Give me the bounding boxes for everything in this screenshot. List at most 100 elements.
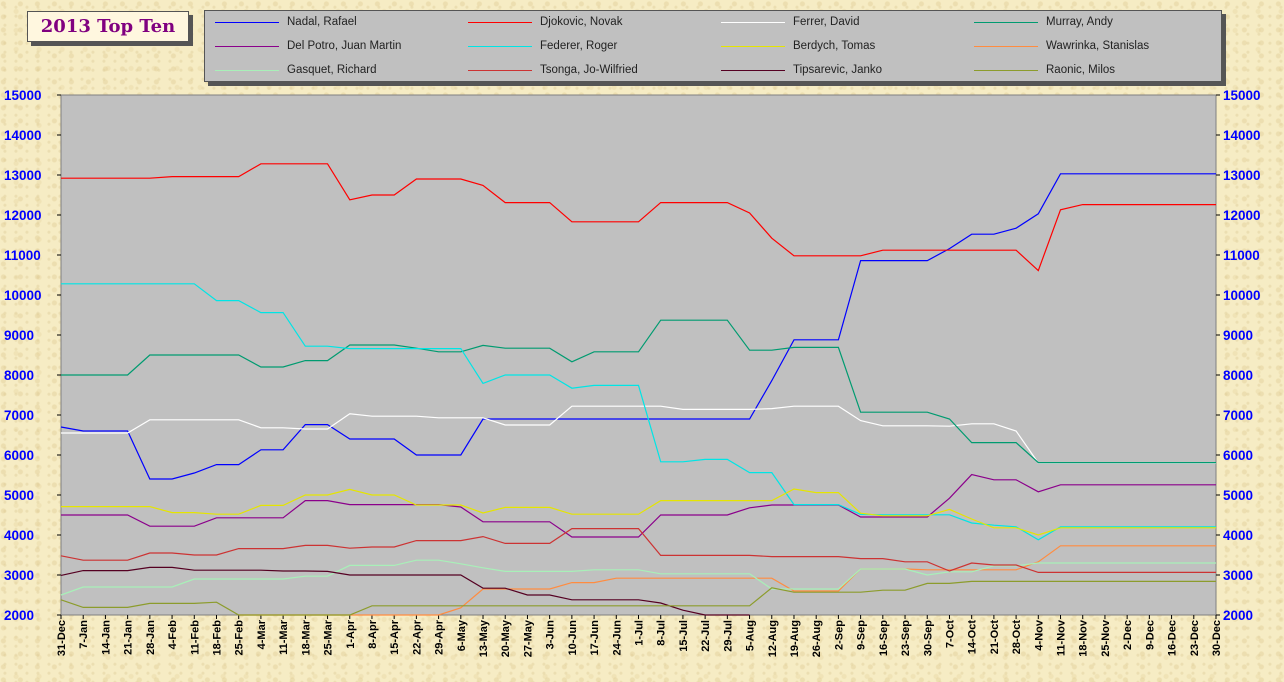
- x-tick-label: 15-Jul: [678, 620, 690, 652]
- x-tick-label: 28-Oct: [1011, 620, 1023, 655]
- series-line-raonic-milos: [60, 580, 1216, 616]
- x-tick-label: 8-Jul: [656, 620, 668, 646]
- x-tick-label: 22-Apr: [411, 619, 423, 655]
- legend-item: Tsonga, Jo-Wilfried: [468, 62, 638, 78]
- y-tick-label-left: 10000: [4, 288, 42, 303]
- y-tick-label-right: 8000: [1223, 368, 1253, 383]
- legend-item: Gasquet, Richard: [215, 62, 377, 78]
- legend-swatch: [974, 69, 1038, 71]
- y-tick-label-right: 11000: [1223, 248, 1260, 263]
- y-tick-label-right: 3000: [1223, 568, 1253, 583]
- legend-label: Del Potro, Juan Martin: [287, 40, 402, 52]
- x-tick-label: 29-Jul: [722, 620, 734, 652]
- x-tick-label: 18-Feb: [211, 620, 223, 656]
- x-tick-label: 25-Feb: [234, 620, 246, 656]
- x-tick-label: 14-Oct: [967, 620, 979, 655]
- series-line-nadal-rafael: [60, 173, 1216, 480]
- legend-swatch: [215, 69, 279, 71]
- legend-item: Djokovic, Novak: [468, 14, 622, 30]
- legend-label: Nadal, Rafael: [287, 16, 357, 28]
- legend-swatch: [974, 45, 1038, 47]
- y-tick-label-right: 2000: [1223, 608, 1253, 623]
- series-line-wawrinka-stanislas: [238, 545, 1216, 616]
- x-tick-label: 6-May: [456, 619, 468, 651]
- legend-item: Wawrinka, Stanislas: [974, 38, 1149, 54]
- legend-item: Federer, Roger: [468, 38, 617, 54]
- x-tick-label: 30-Sep: [922, 620, 934, 656]
- legend-label: Berdych, Tomas: [793, 40, 876, 52]
- x-tick-label: 15-Apr: [389, 619, 401, 655]
- x-tick-label: 23-Dec: [1189, 620, 1201, 656]
- legend-label: Murray, Andy: [1046, 16, 1113, 28]
- legend-swatch: [721, 45, 785, 47]
- x-tick-label: 8-Apr: [367, 619, 379, 648]
- x-tick-label: 2-Dec: [1122, 620, 1134, 650]
- y-tick-label-right: 7000: [1223, 408, 1253, 423]
- x-tick-label: 11-Feb: [189, 620, 201, 655]
- x-tick-label: 25-Mar: [323, 619, 335, 655]
- legend-item: Murray, Andy: [974, 14, 1113, 30]
- x-tick-label: 27-May: [522, 619, 534, 657]
- y-tick-label-left: 3000: [4, 568, 34, 583]
- y-tick-label-right: 9000: [1223, 328, 1253, 343]
- y-tick-label-right: 12000: [1223, 208, 1261, 223]
- x-tick-label: 23-Sep: [900, 620, 912, 656]
- x-tick-label: 20-May: [500, 619, 512, 657]
- x-tick-label: 13-May: [478, 619, 490, 657]
- y-tick-label-left: 15000: [4, 88, 42, 103]
- x-tick-label: 7-Oct: [944, 620, 956, 648]
- y-tick-label-left: 7000: [4, 408, 34, 423]
- y-tick-label-right: 4000: [1223, 528, 1253, 543]
- x-tick-label: 3-Jun: [545, 620, 557, 650]
- x-tick-label: 1-Jul: [634, 620, 646, 646]
- x-tick-label: 31-Dec: [56, 620, 68, 656]
- legend-swatch: [215, 45, 279, 47]
- x-tick-label: 24-Jun: [611, 620, 623, 656]
- x-tick-label: 19-Aug: [789, 620, 801, 657]
- legend-swatch: [215, 21, 279, 23]
- legend-label: Ferrer, David: [793, 16, 860, 28]
- x-tick-label: 9-Dec: [1144, 620, 1156, 650]
- legend-swatch: [468, 69, 532, 71]
- legend-item: Tipsarevic, Janko: [721, 62, 882, 78]
- y-tick-label-left: 14000: [4, 128, 42, 143]
- y-tick-label-left: 6000: [4, 448, 34, 463]
- chart-title: 2013 Top Ten: [27, 11, 189, 42]
- legend-swatch: [468, 45, 532, 47]
- series-line-gasquet-richard: [60, 559, 1216, 596]
- x-tick-label: 7-Jan: [78, 620, 90, 649]
- legend-item: Raonic, Milos: [974, 62, 1115, 78]
- legend-label: Gasquet, Richard: [287, 64, 377, 76]
- legend-swatch: [721, 21, 785, 23]
- x-tick-label: 30-Dec: [1211, 620, 1223, 656]
- legend-item: Berdych, Tomas: [721, 38, 875, 54]
- x-tick-label: 1-Apr: [345, 619, 357, 648]
- x-tick-label: 26-Aug: [811, 620, 823, 657]
- y-tick-label-right: 15000: [1223, 88, 1261, 103]
- x-tick-label: 9-Sep: [856, 620, 868, 650]
- legend-item: Ferrer, David: [721, 14, 859, 30]
- x-tick-label: 12-Aug: [767, 620, 779, 657]
- y-tick-label-left: 4000: [4, 528, 34, 543]
- y-tick-label-left: 13000: [4, 168, 42, 183]
- x-tick-label: 4-Mar: [256, 619, 268, 649]
- legend-swatch: [721, 69, 785, 71]
- series-line-del-potro-juan-martin: [61, 473, 1216, 538]
- legend-label: Tipsarevic, Janko: [793, 64, 883, 76]
- x-tick-label: 29-Apr: [434, 619, 446, 655]
- legend-item: Del Potro, Juan Martin: [215, 38, 401, 54]
- series-line-federer-roger: [61, 283, 1216, 541]
- y-tick-label-right: 5000: [1223, 488, 1253, 503]
- series-line-murray-andy: [61, 319, 1216, 464]
- x-tick-label: 25-Nov: [1100, 619, 1112, 657]
- x-tick-label: 10-Jun: [567, 620, 579, 656]
- series-line-tipsarevic-janko: [60, 566, 750, 616]
- x-tick-label: 2-Sep: [833, 620, 845, 650]
- x-tick-label: 11-Mar: [278, 619, 290, 655]
- x-tick-label: 4-Nov: [1033, 619, 1045, 650]
- y-tick-label-left: 9000: [4, 328, 34, 343]
- y-tick-label-left: 12000: [4, 208, 42, 223]
- legend-label: Djokovic, Novak: [540, 16, 623, 28]
- x-tick-label: 17-Jun: [589, 620, 601, 656]
